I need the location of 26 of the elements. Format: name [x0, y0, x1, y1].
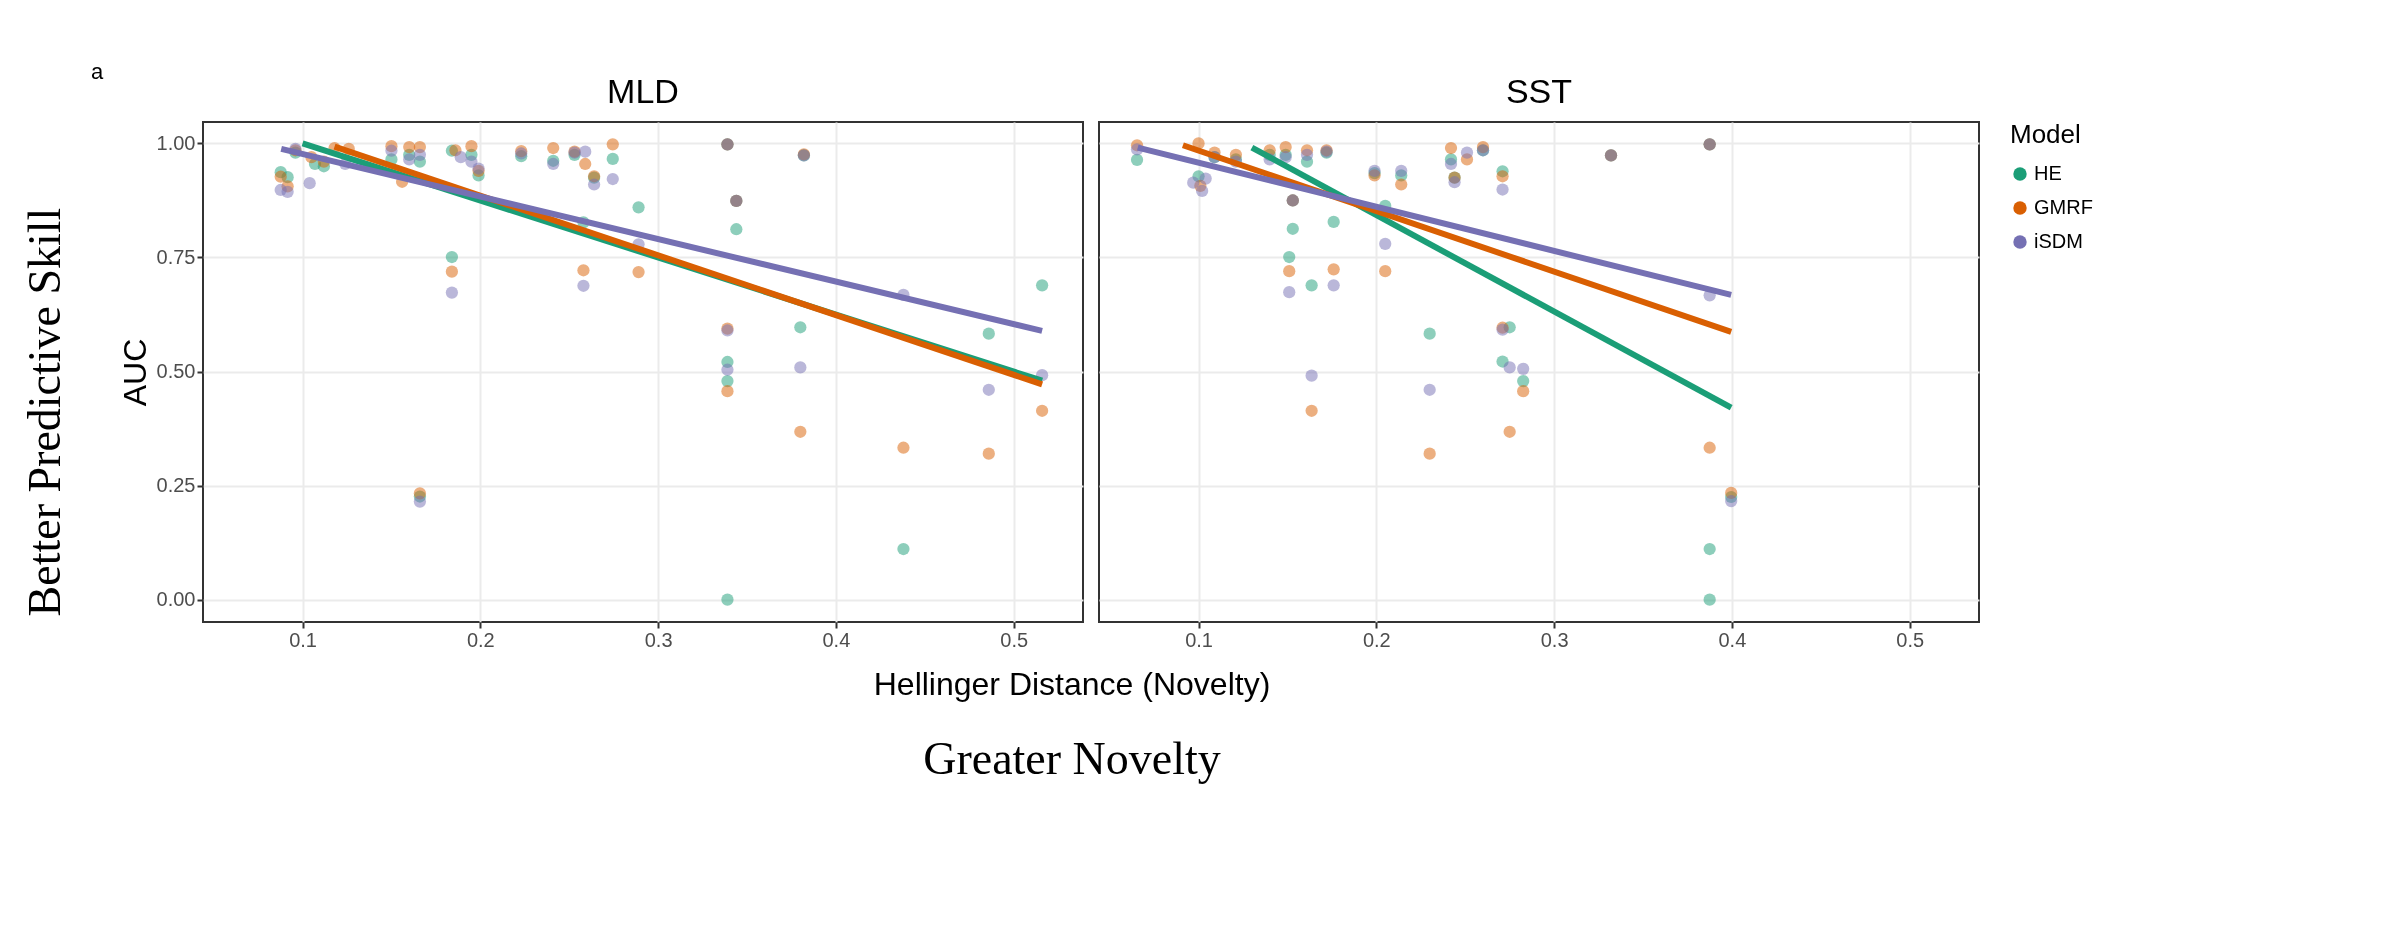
x-tick-label: 0.1	[289, 628, 317, 651]
y-tick-label: 0.00	[156, 588, 196, 611]
legend-label: GMRF	[2034, 196, 2093, 218]
x-tick-label: 0.5	[1896, 628, 1925, 651]
y-axis-title: AUC	[116, 338, 153, 407]
chart-title: SST	[1505, 72, 1573, 110]
y-tick-label: 0.50	[156, 360, 196, 383]
x-tick-label: 0.3	[1540, 628, 1569, 651]
y-tick-label: 0.25	[156, 474, 196, 497]
chart-title: MLD	[607, 72, 679, 110]
legend-label: HE	[2034, 162, 2062, 184]
text: Greater Novelty	[923, 733, 1221, 784]
text: Better Predictive Skill	[19, 207, 70, 617]
x-tick-label: 0.2	[1362, 628, 1391, 651]
x-tick-label: 0.1	[1185, 628, 1213, 651]
text: a	[91, 59, 104, 84]
x-tick-label: 0.4	[1718, 628, 1747, 651]
x-tick-label: 0.4	[822, 628, 851, 651]
x-tick-label: 0.3	[644, 628, 673, 651]
legend-label: iSDM	[2034, 230, 2083, 252]
legend-title: Model	[2010, 119, 2081, 149]
x-axis-title: Hellinger Distance (Novelty)	[873, 666, 1271, 702]
x-tick-label: 0.5	[1000, 628, 1029, 651]
y-tick-label: 1.00	[156, 131, 196, 154]
x-tick-label: 0.2	[466, 628, 495, 651]
y-tick-label: 0.75	[156, 245, 196, 268]
